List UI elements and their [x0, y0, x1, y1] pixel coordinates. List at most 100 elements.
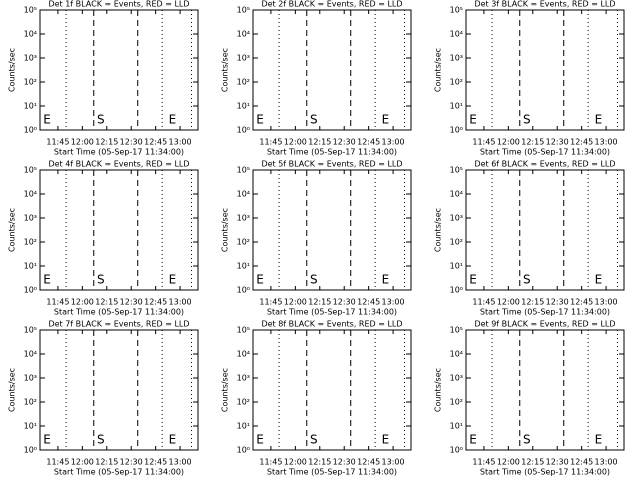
x-tick-label: 12:00 — [284, 298, 307, 307]
x-axis-label: Start Time (05-Sep-17 11:34:00) — [267, 468, 397, 477]
chart-title: Det 9f BLACK = Events, RED = LLD — [474, 320, 615, 329]
y-tick-label: 10¹ — [237, 262, 250, 271]
x-tick-label: 12:00 — [71, 458, 94, 467]
y-tick-label: 10¹ — [237, 422, 250, 431]
x-tick-label: 12:15 — [521, 458, 544, 467]
y-tick-label: 10⁰ — [237, 446, 250, 455]
y-axis-label: Counts/sec — [8, 208, 17, 252]
y-tick-label: 10² — [450, 238, 463, 247]
plot-frame — [252, 329, 412, 451]
y-axis-label: Counts/sec — [8, 368, 17, 412]
y-tick-label: 10² — [24, 78, 37, 87]
event-label: S — [97, 433, 105, 447]
x-tick-label: 12:45 — [570, 298, 593, 307]
x-tick-label: 12:45 — [144, 138, 167, 147]
event-label: S — [523, 273, 531, 287]
x-tick-label: 12:45 — [570, 458, 593, 467]
y-tick-label: 10⁵ — [237, 166, 250, 175]
y-tick-label: 10⁴ — [237, 30, 250, 39]
x-tick-label: 12:45 — [144, 458, 167, 467]
y-tick-label: 10⁰ — [237, 126, 250, 135]
y-tick-label: 10² — [237, 238, 250, 247]
y-tick-label: 10⁴ — [24, 190, 37, 199]
x-tick-label: 13:00 — [169, 298, 192, 307]
event-label: E — [256, 433, 264, 447]
x-tick-label: 12:00 — [71, 138, 94, 147]
y-tick-label: 10⁰ — [237, 286, 250, 295]
x-tick-label: 12:30 — [120, 458, 143, 467]
x-axis-label: Start Time (05-Sep-17 11:34:00) — [480, 148, 610, 157]
x-tick-label: 12:30 — [546, 298, 569, 307]
x-tick-label: 11:45 — [259, 138, 282, 147]
x-tick-label: 12:15 — [308, 138, 331, 147]
x-tick-label: 12:00 — [284, 138, 307, 147]
x-tick-label: 11:45 — [259, 298, 282, 307]
y-tick-label: 10⁰ — [450, 446, 463, 455]
plot-frame — [39, 9, 199, 131]
x-tick-label: 12:00 — [497, 138, 520, 147]
plot-frame — [465, 169, 625, 291]
x-axis-label: Start Time (05-Sep-17 11:34:00) — [267, 308, 397, 317]
y-tick-label: 10⁴ — [237, 350, 250, 359]
event-label: S — [310, 113, 318, 127]
y-axis-label: Counts/sec — [8, 48, 17, 92]
y-tick-label: 10⁵ — [450, 166, 463, 175]
y-axis-label: Counts/sec — [434, 368, 443, 412]
y-axis-label: Counts/sec — [434, 208, 443, 252]
y-axis-label: Counts/sec — [221, 48, 230, 92]
x-tick-label: 12:30 — [120, 138, 143, 147]
y-tick-label: 10³ — [24, 214, 37, 223]
x-tick-label: 13:00 — [595, 298, 618, 307]
event-label: E — [169, 113, 177, 127]
x-tick-label: 12:45 — [357, 138, 380, 147]
y-tick-label: 10⁵ — [237, 6, 250, 15]
y-tick-label: 10³ — [24, 374, 37, 383]
x-tick-label: 13:00 — [382, 458, 405, 467]
y-tick-label: 10⁴ — [450, 350, 463, 359]
x-tick-label: 11:45 — [259, 458, 282, 467]
y-tick-label: 10³ — [237, 374, 250, 383]
event-label: S — [523, 113, 531, 127]
y-tick-label: 10⁴ — [24, 30, 37, 39]
event-label: E — [382, 433, 390, 447]
y-tick-label: 10⁴ — [237, 190, 250, 199]
event-label: E — [43, 273, 51, 287]
x-axis-label: Start Time (05-Sep-17 11:34:00) — [267, 148, 397, 157]
y-tick-label: 10³ — [450, 54, 463, 63]
y-tick-label: 10⁵ — [24, 166, 37, 175]
chart-title: Det 6f BLACK = Events, RED = LLD — [474, 160, 615, 169]
x-tick-label: 12:30 — [333, 458, 356, 467]
x-tick-label: 12:30 — [546, 138, 569, 147]
x-tick-label: 11:45 — [472, 298, 495, 307]
event-label: S — [523, 433, 531, 447]
plot-frame — [39, 169, 199, 291]
x-tick-label: 11:45 — [46, 298, 69, 307]
event-label: E — [595, 113, 603, 127]
x-tick-label: 13:00 — [595, 458, 618, 467]
y-tick-label: 10⁵ — [450, 326, 463, 335]
y-tick-label: 10⁵ — [237, 326, 250, 335]
chart-title: Det 3f BLACK = Events, RED = LLD — [474, 0, 615, 9]
event-label: E — [43, 433, 51, 447]
x-tick-label: 12:15 — [95, 298, 118, 307]
event-label: E — [595, 433, 603, 447]
chart-title: Det 1f BLACK = Events, RED = LLD — [48, 0, 189, 9]
y-tick-label: 10¹ — [24, 262, 37, 271]
x-tick-label: 11:45 — [472, 138, 495, 147]
y-tick-label: 10³ — [24, 54, 37, 63]
chart-title: Det 8f BLACK = Events, RED = LLD — [261, 320, 402, 329]
x-tick-label: 12:45 — [570, 138, 593, 147]
x-tick-label: 12:15 — [308, 298, 331, 307]
x-tick-label: 12:30 — [333, 298, 356, 307]
x-axis-label: Start Time (05-Sep-17 11:34:00) — [54, 308, 184, 317]
x-tick-label: 12:15 — [521, 138, 544, 147]
event-label: E — [469, 273, 477, 287]
y-axis-label: Counts/sec — [221, 208, 230, 252]
x-tick-label: 12:15 — [521, 298, 544, 307]
x-tick-label: 12:00 — [71, 298, 94, 307]
x-tick-label: 12:45 — [144, 298, 167, 307]
y-tick-label: 10² — [237, 398, 250, 407]
event-label: S — [310, 273, 318, 287]
x-tick-label: 12:30 — [333, 138, 356, 147]
x-tick-label: 12:45 — [357, 458, 380, 467]
